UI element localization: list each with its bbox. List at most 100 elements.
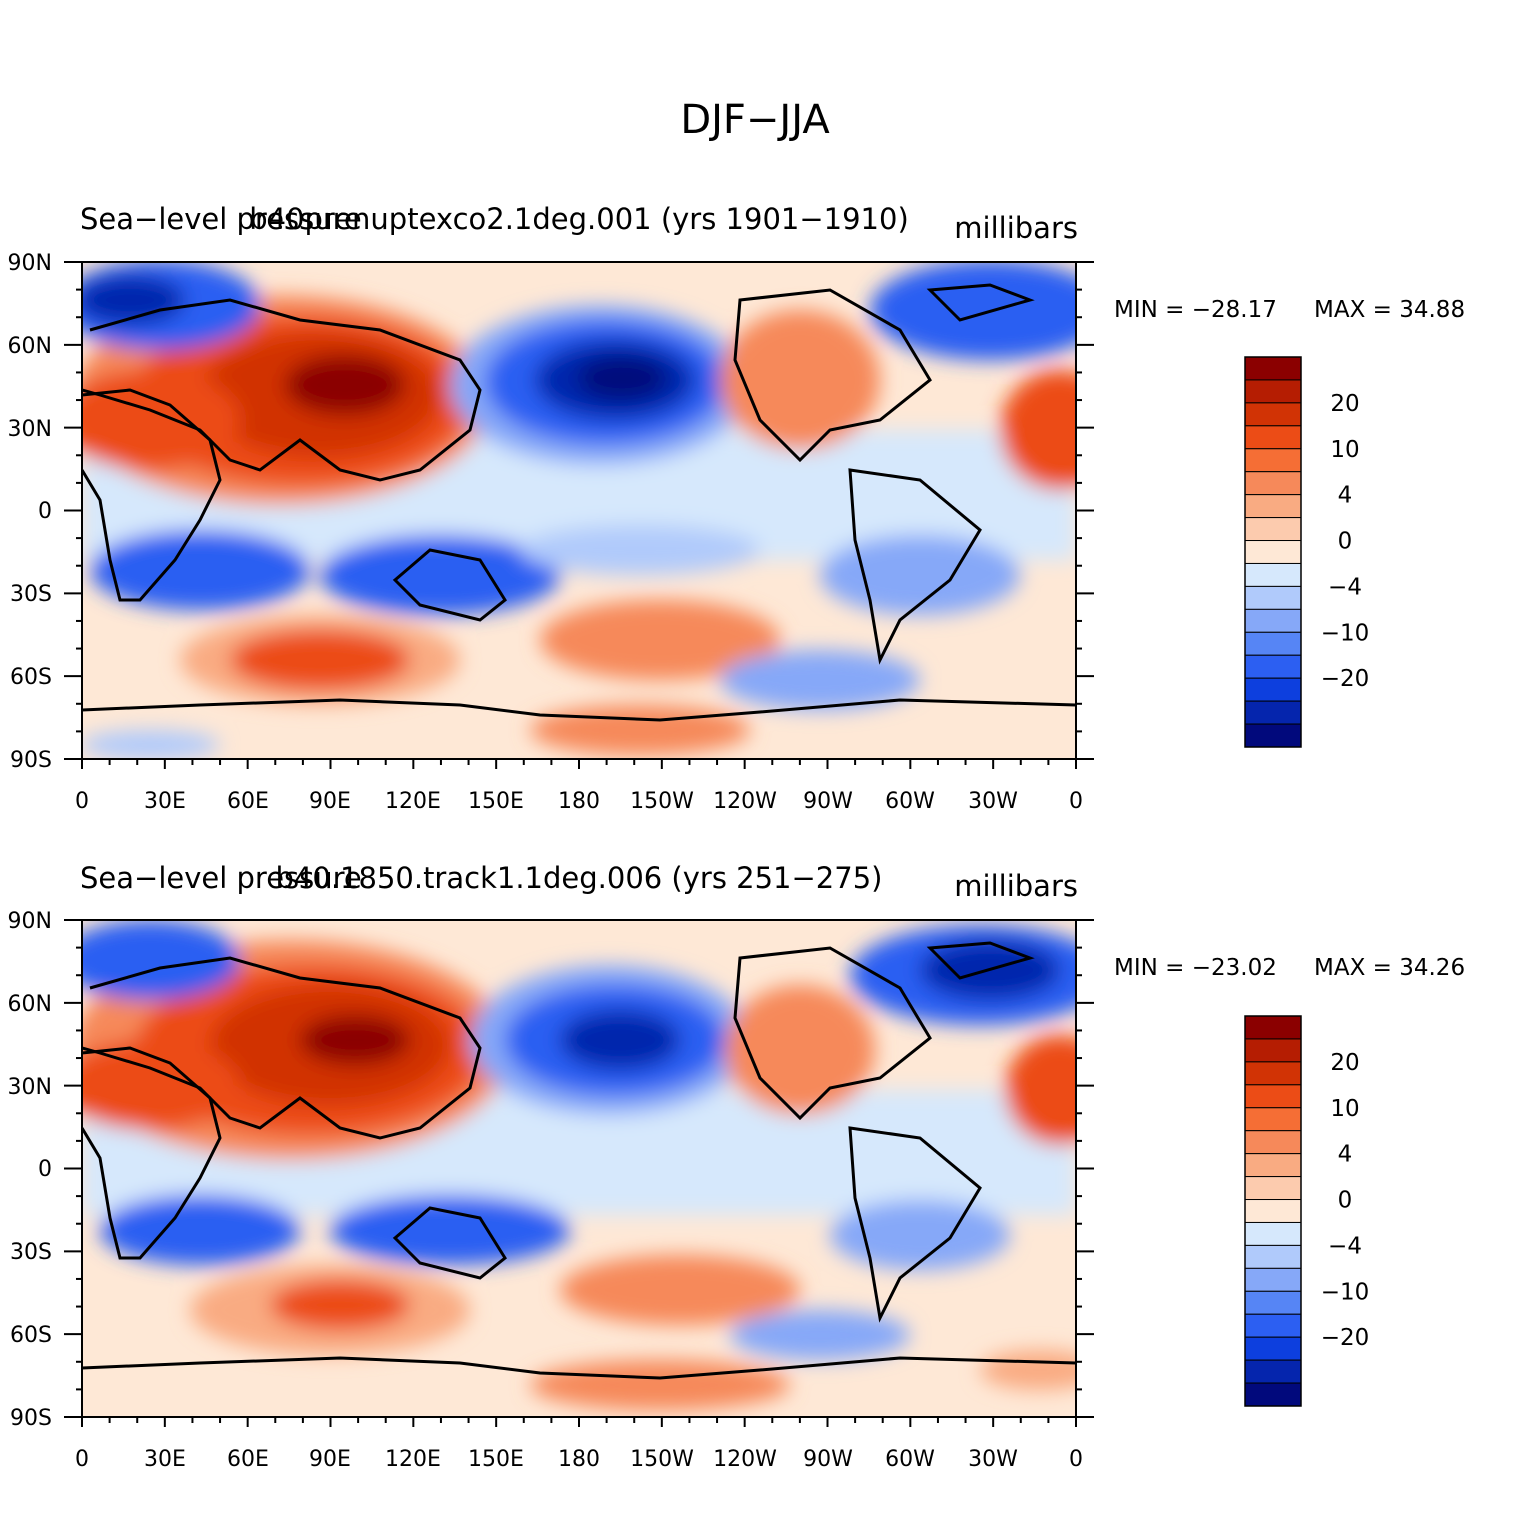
colorbar-label: −20 [1321,1325,1370,1351]
colorbar-swatch [1244,448,1302,473]
colorbar-swatch [1244,1336,1302,1361]
colorbar-swatch [1244,608,1302,633]
colorbar-swatch [1244,1244,1302,1269]
figure-title: DJF−JJA [680,97,830,143]
colorbar-swatch [1244,1084,1302,1109]
y-tick-label: 60S [10,1323,52,1348]
x-tick-label: 60W [885,789,935,814]
colorbar-swatch [1244,1015,1302,1040]
colorbar-label: −10 [1321,1279,1370,1305]
colorbar-swatch [1244,1061,1302,1086]
x-tick-label: 60W [885,1447,935,1472]
colorbar-label: −4 [1328,574,1362,600]
y-tick-label: 60N [8,334,52,359]
y-tick-label: 0 [38,499,52,524]
y-tick-label: 30N [8,1075,52,1100]
x-tick-label: 60E [227,789,269,814]
x-tick-label: 120W [713,1447,777,1472]
panel-1-y-labels: 90N 60N 30N 0 30S 60S 90S [8,251,52,773]
colorbar-label: 4 [1338,483,1353,509]
x-tick-label: 150E [468,1447,524,1472]
y-tick-label: 0 [38,1157,52,1182]
panel-2-coastlines [82,941,1076,1380]
x-tick-label: 90W [803,1447,853,1472]
colorbar-swatch [1244,1359,1302,1384]
panel-2-map [82,920,1076,1417]
colorbar-swatch [1244,631,1302,656]
x-tick-label: 90W [803,789,853,814]
panel-2-units: millibars [954,869,1078,903]
colorbar-swatch [1244,356,1302,381]
panel-1-max-label: MAX = 34.88 [1314,297,1465,323]
panel-2-ticks [64,919,1094,1427]
colorbar-swatch [1244,494,1302,519]
colorbar-label: −10 [1321,620,1370,646]
panel-1-coastlines [82,283,1076,722]
colorbar-label: −4 [1328,1233,1362,1259]
colorbar-swatch [1244,1130,1302,1155]
x-tick-label: 0 [75,1447,89,1472]
panel-1-units: millibars [954,211,1078,245]
y-tick-label: 30N [8,417,52,442]
colorbar-label: 0 [1338,1188,1353,1214]
colorbar-swatch [1244,677,1302,702]
panel-2-left-title: Sea−level pressure [80,861,362,895]
colorbar-swatch [1244,700,1302,725]
colorbar-swatch [1244,402,1302,427]
x-tick-label: 90E [309,789,351,814]
panel-1-map [82,262,1076,759]
x-tick-label: 90E [309,1447,351,1472]
colorbar-swatch [1244,425,1302,450]
colorbar-swatch [1244,540,1302,564]
colorbar-swatch [1244,1382,1302,1407]
colorbar-swatch [1244,1313,1302,1338]
x-tick-label: 30E [144,789,186,814]
colorbar-swatch [1244,654,1302,679]
colorbar-swatch [1244,1199,1302,1223]
x-tick-label: 120E [385,789,441,814]
colorbar-swatch [1244,585,1302,610]
colorbar-swatch [1244,562,1302,587]
x-tick-label: 150W [630,1447,694,1472]
colorbar-swatch [1244,723,1302,748]
colorbar-frame [1244,356,1302,748]
panel-2-colorbar: 20 10 4 0 −4 −10 −20 [1244,1015,1370,1407]
colorbar-swatch [1244,471,1302,496]
x-tick-label: 30W [968,1447,1018,1472]
y-tick-label: 60N [8,992,52,1017]
y-tick-label: 90N [8,909,52,934]
x-tick-label: 120E [385,1447,441,1472]
y-tick-label: 30S [10,1240,52,1265]
panel-2-y-labels: 90N 60N 30N 0 30S 60S 90S [8,909,52,1431]
colorbar-label: 20 [1330,391,1359,417]
panel-1-x-labels: 0 30E 60E 90E 120E 150E 180 150W 120W 90… [75,789,1083,814]
colorbar-label: 10 [1330,1096,1359,1122]
y-tick-label: 30S [10,582,52,607]
panel-1-ticks [64,261,1094,769]
y-tick-label: 90S [10,1406,52,1431]
colorbar-swatch [1244,517,1302,542]
panel-1: Sea−level pressure b40prenuptexco2.1deg.… [8,202,1466,814]
y-tick-label: 60S [10,665,52,690]
x-tick-label: 30E [144,1447,186,1472]
x-tick-label: 180 [558,789,600,814]
colorbar-label: 10 [1330,437,1359,463]
colorbar-swatch [1244,379,1302,404]
colorbar-frame [1244,1015,1302,1407]
x-tick-label: 0 [1069,789,1083,814]
colorbar-swatch [1244,1153,1302,1178]
x-tick-label: 180 [558,1447,600,1472]
y-tick-label: 90S [10,748,52,773]
panel-1-min-label: MIN = −28.17 [1114,297,1277,323]
colorbar-swatch [1244,1221,1302,1246]
panel-2-x-labels: 0 30E 60E 90E 120E 150E 180 150W 120W 90… [75,1447,1083,1472]
panel-2-center-title: b40.1850.track1.1deg.006 (yrs 251−275) [276,861,883,895]
panel-1-center-title: b40prenuptexco2.1deg.001 (yrs 1901−1910) [249,202,909,236]
panel-1-colorbar: 20 10 4 0 −4 −10 −20 [1244,356,1370,748]
panel-2: Sea−level pressure b40.1850.track1.1deg.… [8,861,1466,1472]
colorbar-swatch [1244,1290,1302,1315]
x-tick-label: 150E [468,789,524,814]
x-tick-label: 30W [968,789,1018,814]
panel-2-max-label: MAX = 34.26 [1314,955,1465,981]
